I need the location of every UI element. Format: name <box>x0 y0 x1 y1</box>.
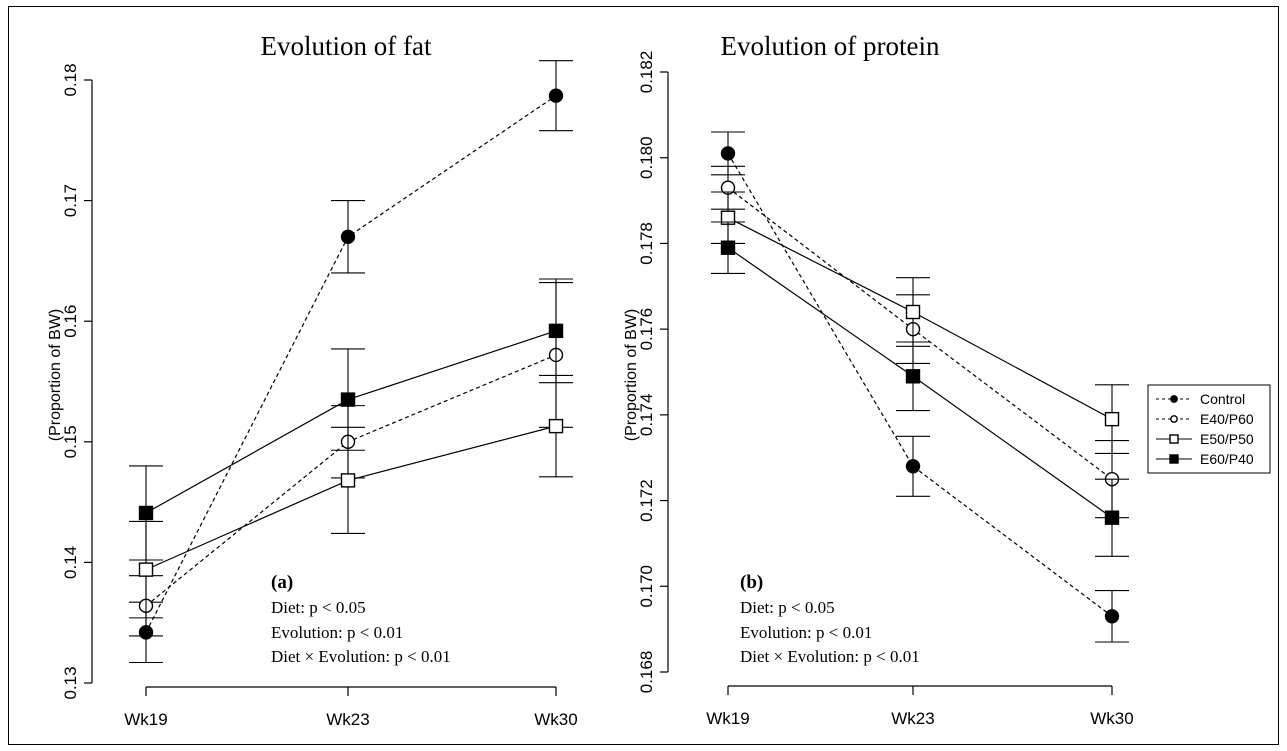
y-tick-label: 0.176 <box>637 308 656 351</box>
series-e50p50 <box>129 374 573 619</box>
panel-protein: Evolution of protein (Proportion of BW) … <box>623 31 1134 728</box>
annotation-interaction-a: Diet × Evolution: p < 0.01 <box>271 647 451 666</box>
y-tick-label: 0.180 <box>637 136 656 179</box>
title-protein: Evolution of protein <box>721 31 940 61</box>
y-tick-label: 0.172 <box>637 479 656 522</box>
panel-label-a: (a) <box>271 572 293 593</box>
legend-box <box>1147 384 1271 474</box>
point-control <box>720 146 736 161</box>
x-tick-label: Wk19 <box>706 709 749 728</box>
panel-label-b: (b) <box>740 572 763 593</box>
series-e40p60 <box>129 282 573 637</box>
x-tick-label: Wk30 <box>1090 709 1133 728</box>
point-e50p50 <box>340 473 356 488</box>
y-tick-label: 0.168 <box>637 651 656 694</box>
x-tick-label: Wk23 <box>326 710 369 729</box>
legend-label-e40p60: E40/P60 <box>1200 411 1254 427</box>
ylabel-fat: (Proportion of BW) <box>47 309 64 441</box>
point-control <box>1104 609 1120 624</box>
point-control <box>340 229 356 244</box>
legend-label-e50p50: E50/P50 <box>1200 431 1254 447</box>
y-tick-label: 0.170 <box>637 565 656 608</box>
title-fat: Evolution of fat <box>261 31 432 61</box>
series-e60p40 <box>129 278 573 561</box>
y-tick-label: 0.182 <box>637 51 656 94</box>
y-tick-label: 0.15 <box>61 425 80 458</box>
point-e60p40 <box>905 369 921 384</box>
annotation-diet-b: Diet: p < 0.05 <box>740 598 835 617</box>
point-e60p40 <box>138 505 154 521</box>
series-line-control <box>727 153 1113 617</box>
point-e60p40 <box>1104 510 1120 525</box>
point-e50p50 <box>548 418 564 434</box>
x-tick-label: Wk23 <box>891 709 934 728</box>
series-control <box>129 60 573 664</box>
series-line-control <box>145 95 557 633</box>
figure-frame <box>8 6 1279 745</box>
point-control <box>905 459 921 474</box>
legend-marker-e50p50 <box>1169 434 1179 444</box>
y-tick-label: 0.16 <box>61 305 80 338</box>
x-tick-label: Wk19 <box>124 710 167 729</box>
panel-fat: Evolution of fat (Proportion of BW) (a) … <box>47 31 578 729</box>
legend-marker-e40p60 <box>1170 415 1178 423</box>
series-control <box>711 131 1129 643</box>
point-e50p50 <box>905 304 921 320</box>
annotation-evolution-b: Evolution: p < 0.01 <box>740 623 872 642</box>
y-tick-label: 0.174 <box>637 394 656 437</box>
legend: Control E40/P60 E50/P50 E60/P40 <box>1147 384 1271 474</box>
series-line-e40p60 <box>727 187 1113 480</box>
y-tick-label: 0.13 <box>61 666 80 699</box>
annotation-interaction-b: Diet × Evolution: p < 0.01 <box>740 647 920 666</box>
point-e50p50 <box>1104 411 1120 427</box>
ylabel-protein: (Proportion of BW) <box>623 309 640 441</box>
point-e60p40 <box>548 323 564 339</box>
point-control <box>548 88 564 103</box>
point-e50p50 <box>138 562 154 577</box>
point-e60p40 <box>340 392 356 407</box>
legend-marker-e60p40 <box>1169 454 1179 464</box>
legend-label-control: Control <box>1200 391 1245 407</box>
y-tick-label: 0.18 <box>61 63 80 96</box>
annotation-evolution-a: Evolution: p < 0.01 <box>271 623 403 642</box>
legend-label-e60p40: E60/P40 <box>1200 451 1254 467</box>
series-e60p40 <box>711 221 1129 557</box>
point-e60p40 <box>720 240 736 255</box>
x-tick-label: Wk30 <box>534 710 577 729</box>
legend-marker-control <box>1170 395 1178 403</box>
y-tick-label: 0.14 <box>61 546 80 579</box>
y-tick-label: 0.17 <box>61 184 80 217</box>
series-e50p50 <box>711 191 1129 454</box>
annotation-diet-a: Diet: p < 0.05 <box>271 598 366 617</box>
y-tick-label: 0.178 <box>637 222 656 265</box>
